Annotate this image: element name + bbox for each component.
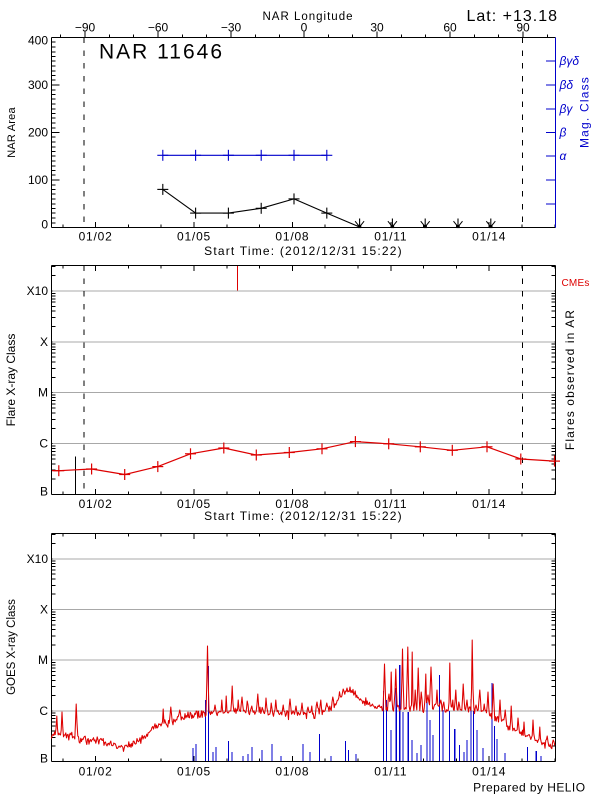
svg-text:01/02: 01/02 bbox=[79, 230, 113, 244]
svg-text:Lat: +13.18: Lat: +13.18 bbox=[466, 8, 558, 25]
svg-text:Flares observed in AR: Flares observed in AR bbox=[563, 309, 577, 450]
svg-text:−30: −30 bbox=[221, 21, 242, 35]
svg-text:01/08: 01/08 bbox=[275, 765, 309, 779]
svg-text:B: B bbox=[40, 751, 48, 765]
svg-text:B: B bbox=[40, 484, 48, 498]
svg-text:−90: −90 bbox=[75, 21, 96, 35]
svg-text:−60: −60 bbox=[148, 21, 169, 35]
svg-text:X: X bbox=[40, 603, 48, 617]
svg-text:01/11: 01/11 bbox=[374, 765, 407, 779]
svg-text:Mag. Class: Mag. Class bbox=[578, 76, 592, 148]
svg-text:01/08: 01/08 bbox=[275, 230, 309, 244]
svg-text:01/14: 01/14 bbox=[472, 497, 506, 511]
svg-text:M: M bbox=[38, 653, 48, 667]
svg-text:300: 300 bbox=[28, 78, 48, 92]
svg-text:30: 30 bbox=[370, 21, 384, 35]
svg-text:01/11: 01/11 bbox=[374, 497, 407, 511]
svg-text:01/11: 01/11 bbox=[374, 230, 407, 244]
svg-text:βγ: βγ bbox=[559, 102, 574, 116]
svg-text:M: M bbox=[38, 386, 48, 400]
svg-text:400: 400 bbox=[28, 34, 48, 48]
svg-text:Start Time: (2012/12/31 15:22): Start Time: (2012/12/31 15:22) bbox=[204, 509, 403, 523]
svg-text:βγδ: βγδ bbox=[559, 54, 580, 68]
svg-text:GOES X-ray Class: GOES X-ray Class bbox=[6, 599, 18, 695]
svg-text:βδ: βδ bbox=[559, 78, 574, 92]
svg-text:β: β bbox=[559, 126, 567, 140]
svg-text:C: C bbox=[39, 704, 48, 718]
svg-text:01/05: 01/05 bbox=[177, 765, 211, 779]
svg-text:01/14: 01/14 bbox=[472, 765, 506, 779]
svg-text:X10: X10 bbox=[27, 552, 49, 566]
svg-text:100: 100 bbox=[28, 173, 48, 187]
svg-text:0: 0 bbox=[41, 217, 48, 231]
svg-text:01/08: 01/08 bbox=[275, 497, 309, 511]
svg-text:C: C bbox=[39, 437, 48, 451]
svg-text:X: X bbox=[40, 335, 48, 349]
svg-text:NAR Area: NAR Area bbox=[6, 107, 18, 158]
svg-text:Prepared by HELIO: Prepared by HELIO bbox=[473, 781, 585, 795]
svg-text:CMEs: CMEs bbox=[562, 278, 590, 289]
svg-text:X10: X10 bbox=[27, 284, 49, 298]
svg-text:NAR Longitude: NAR Longitude bbox=[263, 11, 354, 23]
svg-text:01/05: 01/05 bbox=[177, 230, 211, 244]
svg-text:01/02: 01/02 bbox=[79, 765, 113, 779]
svg-text:01/14: 01/14 bbox=[472, 230, 506, 244]
svg-text:α: α bbox=[560, 149, 568, 163]
svg-text:200: 200 bbox=[28, 126, 48, 140]
svg-text:0: 0 bbox=[301, 21, 308, 35]
svg-text:NAR 11646: NAR 11646 bbox=[99, 41, 224, 64]
svg-text:60: 60 bbox=[443, 21, 457, 35]
svg-text:Flare X-ray Class: Flare X-ray Class bbox=[4, 334, 18, 427]
svg-text:01/05: 01/05 bbox=[177, 497, 211, 511]
svg-text:90: 90 bbox=[516, 21, 530, 35]
svg-text:01/02: 01/02 bbox=[79, 497, 113, 511]
svg-text:Start Time: (2012/12/31 15:22): Start Time: (2012/12/31 15:22) bbox=[204, 244, 403, 258]
